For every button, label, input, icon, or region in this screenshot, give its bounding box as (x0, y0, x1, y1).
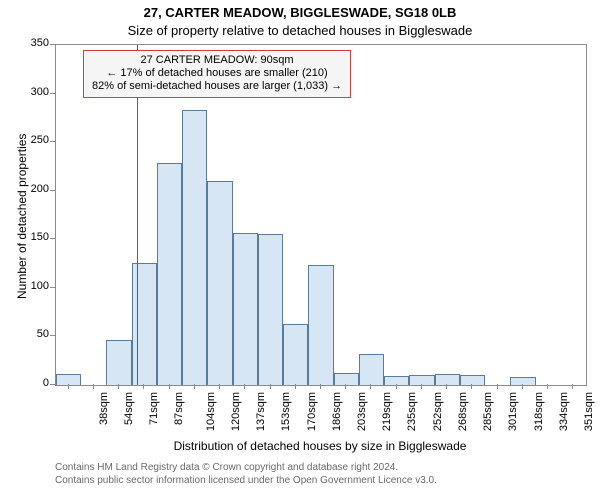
histogram-bar (157, 163, 182, 385)
chart-title-2: Size of property relative to detached ho… (0, 23, 600, 38)
x-tick-mark (547, 384, 548, 389)
x-tick-label: 54sqm (123, 392, 135, 425)
x-tick-mark (194, 384, 195, 389)
x-tick-label: 170sqm (306, 392, 318, 431)
x-tick-mark (421, 384, 422, 389)
y-tick-mark (50, 287, 55, 288)
y-tick-label: 150 (21, 231, 49, 243)
x-tick-label: 71sqm (148, 392, 160, 425)
y-tick-label: 50 (21, 328, 49, 340)
footnote-line-1: Contains HM Land Registry data © Crown c… (55, 462, 398, 473)
x-tick-mark (169, 384, 170, 389)
y-tick-mark (50, 93, 55, 94)
x-tick-label: 153sqm (280, 392, 292, 431)
x-tick-mark (396, 384, 397, 389)
x-tick-label: 318sqm (533, 392, 545, 431)
x-tick-label: 219sqm (381, 392, 393, 431)
x-tick-mark (370, 384, 371, 389)
histogram-bar (409, 375, 434, 385)
x-tick-mark (270, 384, 271, 389)
x-tick-mark (244, 384, 245, 389)
histogram-bar (132, 263, 157, 385)
x-tick-label: 285sqm (482, 392, 494, 431)
x-tick-label: 38sqm (98, 392, 110, 425)
x-tick-label: 186sqm (331, 392, 343, 431)
x-tick-label: 252sqm (432, 392, 444, 431)
x-tick-mark (143, 384, 144, 389)
y-axis-label: Number of detached properties (15, 134, 29, 299)
info-box-line-3: 82% of semi-detached houses are larger (… (92, 80, 342, 93)
x-tick-label: 334sqm (558, 392, 570, 431)
x-tick-mark (497, 384, 498, 389)
histogram-bar (510, 377, 535, 385)
x-tick-mark (345, 384, 346, 389)
x-tick-label: 301sqm (508, 392, 520, 431)
x-tick-label: 104sqm (205, 392, 217, 431)
histogram-bar (207, 181, 232, 385)
histogram-bar (359, 354, 384, 385)
histogram-bar (106, 340, 131, 385)
x-tick-mark (93, 384, 94, 389)
x-tick-mark (320, 384, 321, 389)
y-tick-label: 0 (21, 377, 49, 389)
x-tick-label: 268sqm (457, 392, 469, 431)
y-tick-mark (50, 190, 55, 191)
histogram-bar (56, 374, 81, 385)
x-tick-label: 120sqm (230, 392, 242, 431)
x-tick-label: 87sqm (173, 392, 185, 425)
x-tick-mark (295, 384, 296, 389)
x-tick-mark (471, 384, 472, 389)
histogram-bar (308, 265, 333, 385)
y-tick-label: 100 (21, 280, 49, 292)
histogram-bar (233, 233, 258, 385)
chart-container: 27, CARTER MEADOW, BIGGLESWADE, SG18 0LB… (0, 0, 600, 500)
y-tick-label: 250 (21, 134, 49, 146)
info-box: 27 CARTER MEADOW: 90sqm ← 17% of detache… (83, 50, 351, 98)
footnote-line-2: Contains public sector information licen… (55, 475, 437, 486)
histogram-bar (258, 234, 283, 385)
x-tick-mark (572, 384, 573, 389)
y-tick-mark (50, 44, 55, 45)
x-tick-mark (118, 384, 119, 389)
y-tick-label: 200 (21, 183, 49, 195)
y-tick-label: 350 (21, 37, 49, 49)
histogram-bar (384, 376, 409, 385)
x-tick-mark (219, 384, 220, 389)
x-tick-mark (522, 384, 523, 389)
x-axis-label: Distribution of detached houses by size … (55, 439, 585, 453)
x-tick-mark (446, 384, 447, 389)
x-tick-label: 137sqm (255, 392, 267, 431)
y-tick-mark (50, 335, 55, 336)
y-tick-mark (50, 384, 55, 385)
y-tick-mark (50, 141, 55, 142)
info-box-line-2: ← 17% of detached houses are smaller (21… (92, 67, 342, 80)
y-tick-mark (50, 238, 55, 239)
y-tick-label: 300 (21, 86, 49, 98)
x-tick-label: 351sqm (583, 392, 595, 431)
x-tick-label: 203sqm (356, 392, 368, 431)
histogram-bar (182, 110, 207, 385)
chart-title-1: 27, CARTER MEADOW, BIGGLESWADE, SG18 0LB (0, 5, 600, 20)
histogram-bar (283, 324, 308, 385)
info-box-line-1: 27 CARTER MEADOW: 90sqm (92, 54, 342, 67)
x-tick-mark (68, 384, 69, 389)
x-tick-label: 235sqm (407, 392, 419, 431)
